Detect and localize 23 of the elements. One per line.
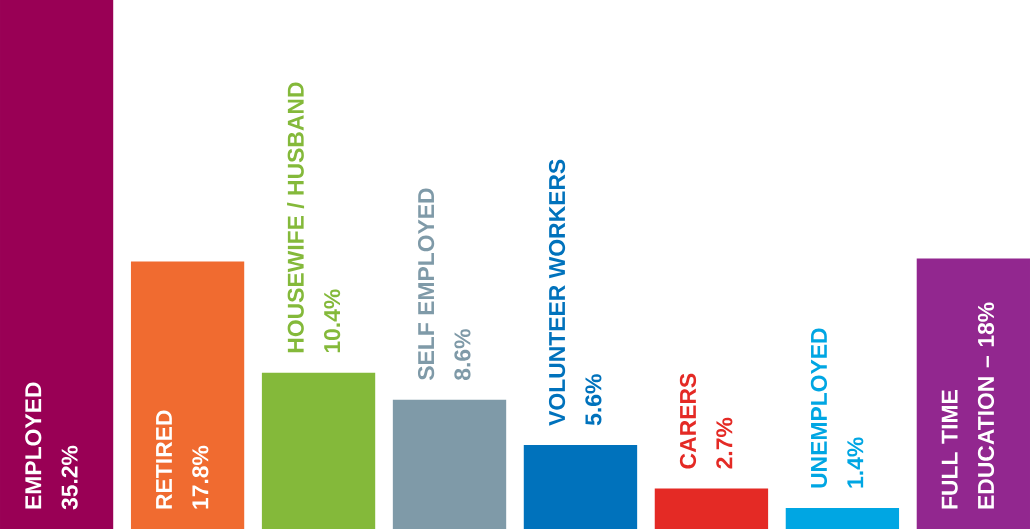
bar: [130, 261, 245, 529]
bar: [654, 488, 769, 529]
bar: [392, 399, 507, 529]
x-tick-label: HOUSEWIFE / HUSBAND: [287, 82, 305, 353]
x-tick-label: VOLUNTEER WORKERS: [548, 159, 566, 426]
x-tick-label: FULL TIME EDUCATION – 18%: [941, 302, 995, 509]
data-label: 17.8%: [192, 445, 209, 509]
data-label: 35.2%: [61, 445, 78, 510]
x-tick-label: RETIRED: [156, 410, 172, 509]
bar: [785, 508, 900, 529]
bar: [0, 0, 114, 529]
data-label: 1.4%: [847, 437, 864, 488]
x-tick-label: EMPLOYED: [25, 382, 42, 509]
bar: [916, 258, 1030, 529]
x-tick-label: UNEMPLOYED: [810, 328, 828, 488]
bar: [523, 444, 638, 529]
data-label: 8.6%: [454, 329, 471, 380]
data-label: 10.4%: [323, 289, 341, 353]
bar: [261, 372, 376, 529]
x-tick-label: SELF EMPLOYED: [417, 188, 435, 381]
data-label: 5.6%: [585, 374, 602, 426]
data-label: 2.7%: [716, 417, 733, 469]
x-tick-label: CARERS: [679, 373, 697, 469]
